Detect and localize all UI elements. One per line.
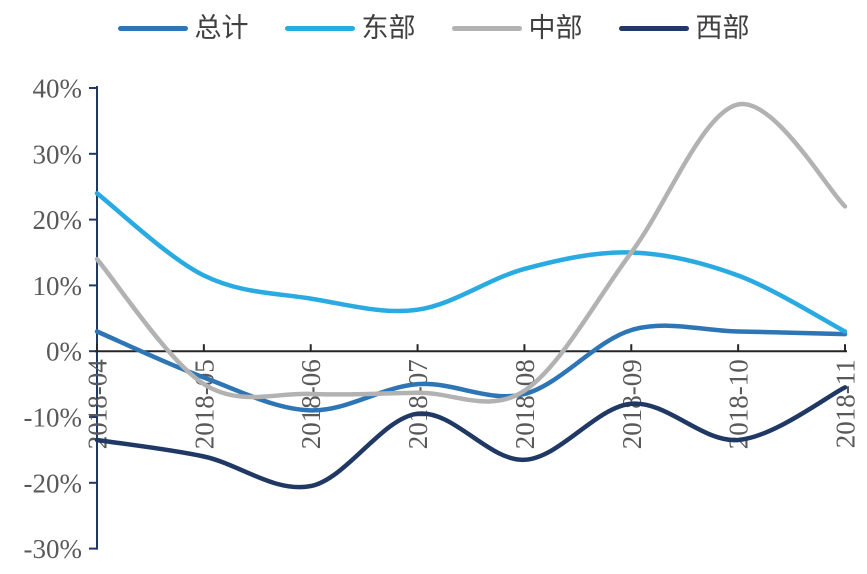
x-axis-tick-label: 2018-07 (403, 359, 433, 449)
x-axis-tick-label: 2018-10 (724, 359, 754, 449)
x-axis-tick-label: 2018-06 (296, 359, 326, 449)
series-line-west (94, 385, 848, 490)
y-axis-tick-label: 10% (33, 271, 83, 301)
y-axis-tick-label: 20% (33, 205, 83, 235)
series-line-central (94, 102, 848, 404)
y-axis-tick-label: 40% (33, 74, 83, 104)
y-axis-tick-label: -30% (24, 534, 82, 564)
y-axis-tick-label: 30% (33, 139, 83, 169)
x-axis-tick-label: 2018-11 (831, 359, 861, 448)
y-axis-tick-label: 0% (46, 337, 82, 367)
y-axis-tick-label: -20% (24, 468, 82, 498)
series-line-total (94, 323, 848, 413)
x-axis-tick-label: 2018-08 (510, 359, 540, 449)
y-axis-tick-label: -10% (24, 403, 82, 433)
series-line-east (94, 191, 848, 334)
x-axis-tick-label: 2018-04 (83, 359, 113, 449)
